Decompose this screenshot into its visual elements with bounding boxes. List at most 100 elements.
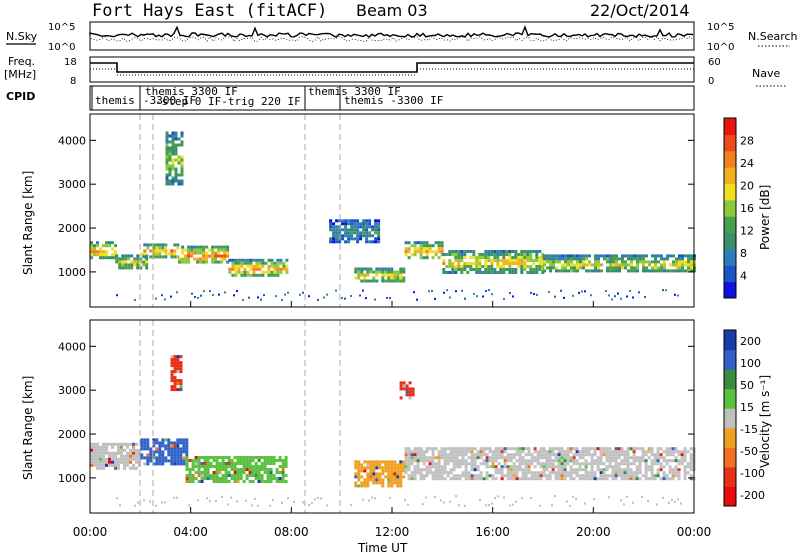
colorbar-swatch xyxy=(724,349,736,370)
data-cell xyxy=(663,260,666,264)
data-cell xyxy=(188,477,192,480)
data-cell xyxy=(407,459,411,463)
data-cell xyxy=(647,456,651,460)
data-cell xyxy=(621,260,624,264)
data-cell xyxy=(273,264,277,268)
data-cell xyxy=(182,456,186,460)
data-cell xyxy=(614,447,618,451)
data-cell xyxy=(353,225,357,229)
data-cell xyxy=(515,453,519,457)
data-cell xyxy=(684,269,687,273)
data-cell xyxy=(111,256,114,260)
data-cell xyxy=(405,393,409,397)
data-cell xyxy=(608,456,612,460)
data-cell xyxy=(458,447,462,451)
data-cell xyxy=(545,459,549,463)
data-cell xyxy=(443,291,445,294)
data-cell xyxy=(514,259,518,262)
data-cell xyxy=(629,447,633,451)
data-cell xyxy=(197,296,199,299)
data-cell xyxy=(350,504,352,507)
data-cell xyxy=(569,450,573,454)
data-cell xyxy=(485,447,489,451)
data-cell xyxy=(254,497,256,500)
data-cell xyxy=(260,477,264,480)
data-cell xyxy=(609,260,612,264)
data-cell xyxy=(126,445,129,449)
data-cell xyxy=(223,251,227,255)
data-cell xyxy=(197,468,201,471)
data-cell xyxy=(155,438,159,442)
data-cell xyxy=(281,477,285,480)
data-cell xyxy=(170,379,174,383)
data-cell xyxy=(139,260,143,264)
data-cell xyxy=(242,468,246,471)
data-cell xyxy=(387,484,391,488)
data-cell xyxy=(663,263,666,267)
data-cell xyxy=(533,456,537,460)
data-cell xyxy=(416,471,420,475)
data-cell xyxy=(329,219,333,223)
data-cell xyxy=(357,472,361,476)
data-cell xyxy=(484,250,488,253)
data-cell xyxy=(413,447,417,451)
data-cell xyxy=(270,270,274,274)
data-cell xyxy=(176,453,180,457)
data-cell xyxy=(645,266,648,270)
data-cell xyxy=(404,241,408,245)
data-cell xyxy=(599,447,603,451)
data-cell xyxy=(129,460,132,464)
data-cell xyxy=(502,256,506,259)
data-cell xyxy=(448,271,452,274)
data-cell xyxy=(605,465,609,469)
data-cell xyxy=(267,267,271,271)
data-cell xyxy=(276,270,280,274)
data-cell xyxy=(663,269,666,273)
data-cell xyxy=(431,447,435,451)
data-cell xyxy=(467,450,471,454)
data-cell xyxy=(193,251,197,255)
data-cell xyxy=(269,462,273,465)
data-cell xyxy=(203,471,207,474)
data-cell xyxy=(506,465,510,469)
data-cell xyxy=(647,447,651,451)
data-cell xyxy=(467,462,471,466)
data-cell xyxy=(158,243,162,247)
data-cell xyxy=(636,269,639,273)
data-cell xyxy=(236,456,240,459)
data-cell xyxy=(121,257,125,261)
data-cell xyxy=(102,256,105,260)
data-cell xyxy=(641,456,645,460)
data-cell xyxy=(535,253,539,256)
beam-label: Beam 03 xyxy=(356,1,428,20)
data-cell xyxy=(551,447,555,451)
data-cell xyxy=(126,457,129,461)
data-cell xyxy=(656,450,660,454)
data-cell xyxy=(572,459,576,463)
data-cell xyxy=(626,459,630,463)
data-cell xyxy=(167,447,171,451)
data-cell xyxy=(677,459,681,463)
data-cell xyxy=(133,257,137,261)
data-cell xyxy=(632,501,634,504)
data-cell xyxy=(233,471,237,474)
data-cell xyxy=(171,179,175,183)
data-cell xyxy=(218,465,222,468)
data-cell xyxy=(375,273,379,277)
data-cell xyxy=(543,269,546,273)
data-cell xyxy=(396,270,400,274)
data-cell xyxy=(557,477,561,481)
data-cell xyxy=(254,474,258,477)
data-cell xyxy=(618,266,621,270)
data-cell xyxy=(234,264,238,268)
data-cell xyxy=(375,460,379,464)
data-cell xyxy=(443,447,447,451)
data-cell xyxy=(152,462,156,466)
data-cell xyxy=(384,270,388,274)
data-cell xyxy=(496,262,500,265)
data-cell xyxy=(174,176,178,180)
data-cell xyxy=(590,294,592,297)
data-cell xyxy=(632,450,636,454)
data-cell xyxy=(681,269,684,273)
data-cell xyxy=(335,237,339,241)
